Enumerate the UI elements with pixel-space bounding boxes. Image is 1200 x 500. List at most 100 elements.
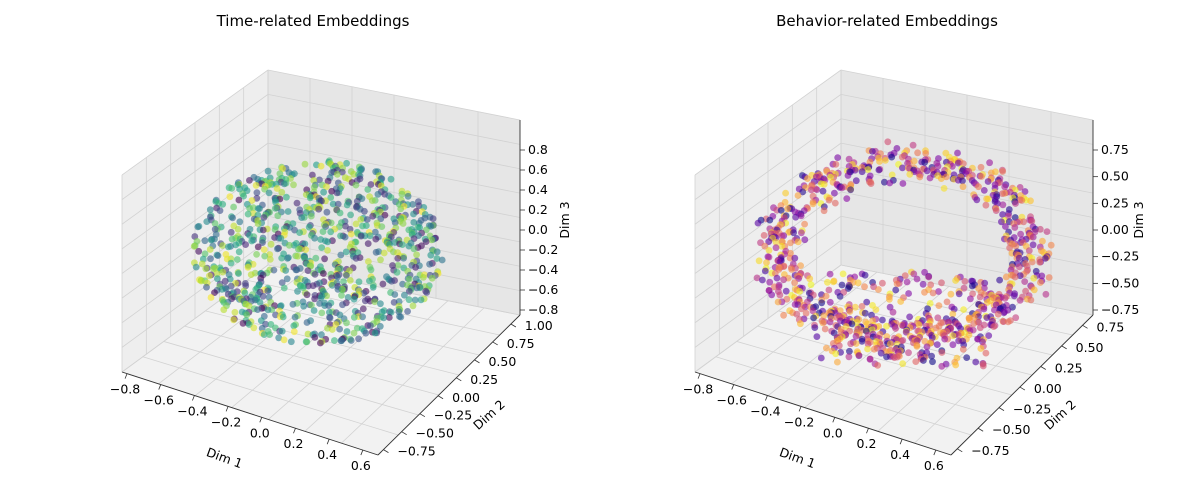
- scatter-point: [792, 213, 800, 221]
- scatter-point: [250, 324, 258, 332]
- scatter-point: [372, 235, 380, 243]
- scatter-point: [976, 324, 984, 332]
- scatter-point: [282, 267, 290, 274]
- scatter-point: [755, 257, 763, 265]
- scatter-point: [818, 299, 826, 307]
- scatter-point: [428, 274, 436, 282]
- scatter-point: [318, 309, 326, 317]
- y-tick: [1040, 366, 1046, 370]
- scatter-point: [299, 284, 307, 292]
- scatter-point: [798, 305, 805, 313]
- scatter-point: [884, 138, 892, 146]
- x-tick: [259, 417, 263, 423]
- scatter-point: [256, 205, 263, 213]
- scatter-point: [855, 352, 863, 360]
- scatter-point: [371, 298, 379, 306]
- scatter-point: [192, 263, 200, 271]
- scatter-point: [914, 149, 921, 157]
- scatter-point: [838, 184, 846, 192]
- scatter-point: [978, 173, 985, 180]
- scatter-point: [316, 176, 323, 184]
- z-tick-label: 0.25: [1101, 195, 1129, 210]
- y-tick: [401, 431, 407, 436]
- scatter-point: [794, 238, 802, 246]
- scatter-point: [337, 337, 345, 345]
- scatter-point: [355, 335, 362, 343]
- x-tick-label: 0.2: [284, 436, 304, 451]
- scatter-point: [277, 234, 285, 242]
- scatter-point: [264, 287, 272, 295]
- scatter-point: [267, 240, 275, 248]
- scatter-point: [317, 162, 325, 170]
- x-tick-label: −0.4: [750, 403, 780, 418]
- scatter-point: [861, 309, 869, 317]
- scatter-point: [319, 228, 327, 236]
- x-tick: [765, 395, 768, 401]
- scatter-point: [244, 210, 252, 218]
- y-tick-label: −0.75: [971, 443, 1009, 458]
- x-tick-label: 0.4: [890, 447, 910, 462]
- scatter-point: [305, 282, 312, 290]
- scatter-point: [999, 211, 1006, 218]
- scatter-point: [1028, 258, 1036, 266]
- scatter-point: [336, 209, 344, 217]
- scatter-point: [202, 265, 210, 273]
- scatter-point: [323, 183, 330, 191]
- scatter-point: [975, 183, 982, 191]
- scatter-point: [413, 284, 421, 292]
- scatter-point: [410, 219, 418, 226]
- scatter-point: [357, 232, 365, 240]
- scatter-point: [328, 326, 336, 333]
- scatter-point: [362, 329, 370, 337]
- scatter-point: [986, 159, 993, 167]
- scatter-point: [343, 328, 351, 335]
- x-tick-label: −0.2: [211, 414, 241, 429]
- scatter-point: [195, 247, 203, 255]
- scatter-point: [266, 256, 274, 263]
- x-tick-label: 0.4: [317, 447, 337, 462]
- scatter-point: [984, 178, 992, 185]
- scatter-point: [417, 296, 425, 304]
- scatter-point: [394, 262, 402, 269]
- scatter-point: [823, 344, 830, 352]
- scatter-point: [214, 275, 221, 283]
- scatter-point: [778, 242, 786, 250]
- scatter-point: [1001, 183, 1009, 191]
- z-tick-label: −0.2: [528, 242, 558, 257]
- scatter-point: [901, 272, 909, 279]
- scatter-point: [311, 234, 318, 242]
- scatter-point: [886, 303, 894, 311]
- z-tick-label: −0.25: [1101, 249, 1139, 264]
- scatter-point: [888, 153, 896, 161]
- scatter-point: [768, 291, 776, 299]
- y-tick-label: 0.00: [1034, 381, 1062, 396]
- scatter-point: [241, 289, 249, 297]
- grid-line: [694, 118, 842, 225]
- scatter-point: [847, 340, 855, 348]
- x-tick-label: 0.6: [924, 458, 944, 473]
- scatter-point: [788, 266, 795, 273]
- grid-line: [715, 356, 972, 436]
- scatter-point: [393, 268, 401, 276]
- grid-line: [840, 167, 1094, 218]
- scatter-point: [934, 162, 942, 170]
- scatter-point: [1025, 247, 1033, 255]
- scatter-point: [311, 334, 319, 341]
- scatter-point: [760, 232, 768, 239]
- scatter-point: [388, 277, 395, 285]
- grid-line: [820, 279, 1073, 336]
- scatter-point: [324, 177, 332, 185]
- scatter-point: [933, 341, 941, 348]
- scatter-point: [910, 270, 918, 278]
- scatter-point: [827, 173, 834, 181]
- scatter-point: [801, 236, 809, 244]
- scatter-point: [996, 276, 1003, 284]
- scatter-point: [420, 274, 427, 281]
- scatter-point: [410, 210, 417, 218]
- scatter-point: [380, 249, 388, 257]
- scatter-point: [290, 322, 298, 330]
- scatter-point: [219, 242, 227, 249]
- scatter-point: [1020, 218, 1027, 226]
- scatter-point: [336, 325, 343, 333]
- x-tick-label: −0.6: [717, 393, 747, 408]
